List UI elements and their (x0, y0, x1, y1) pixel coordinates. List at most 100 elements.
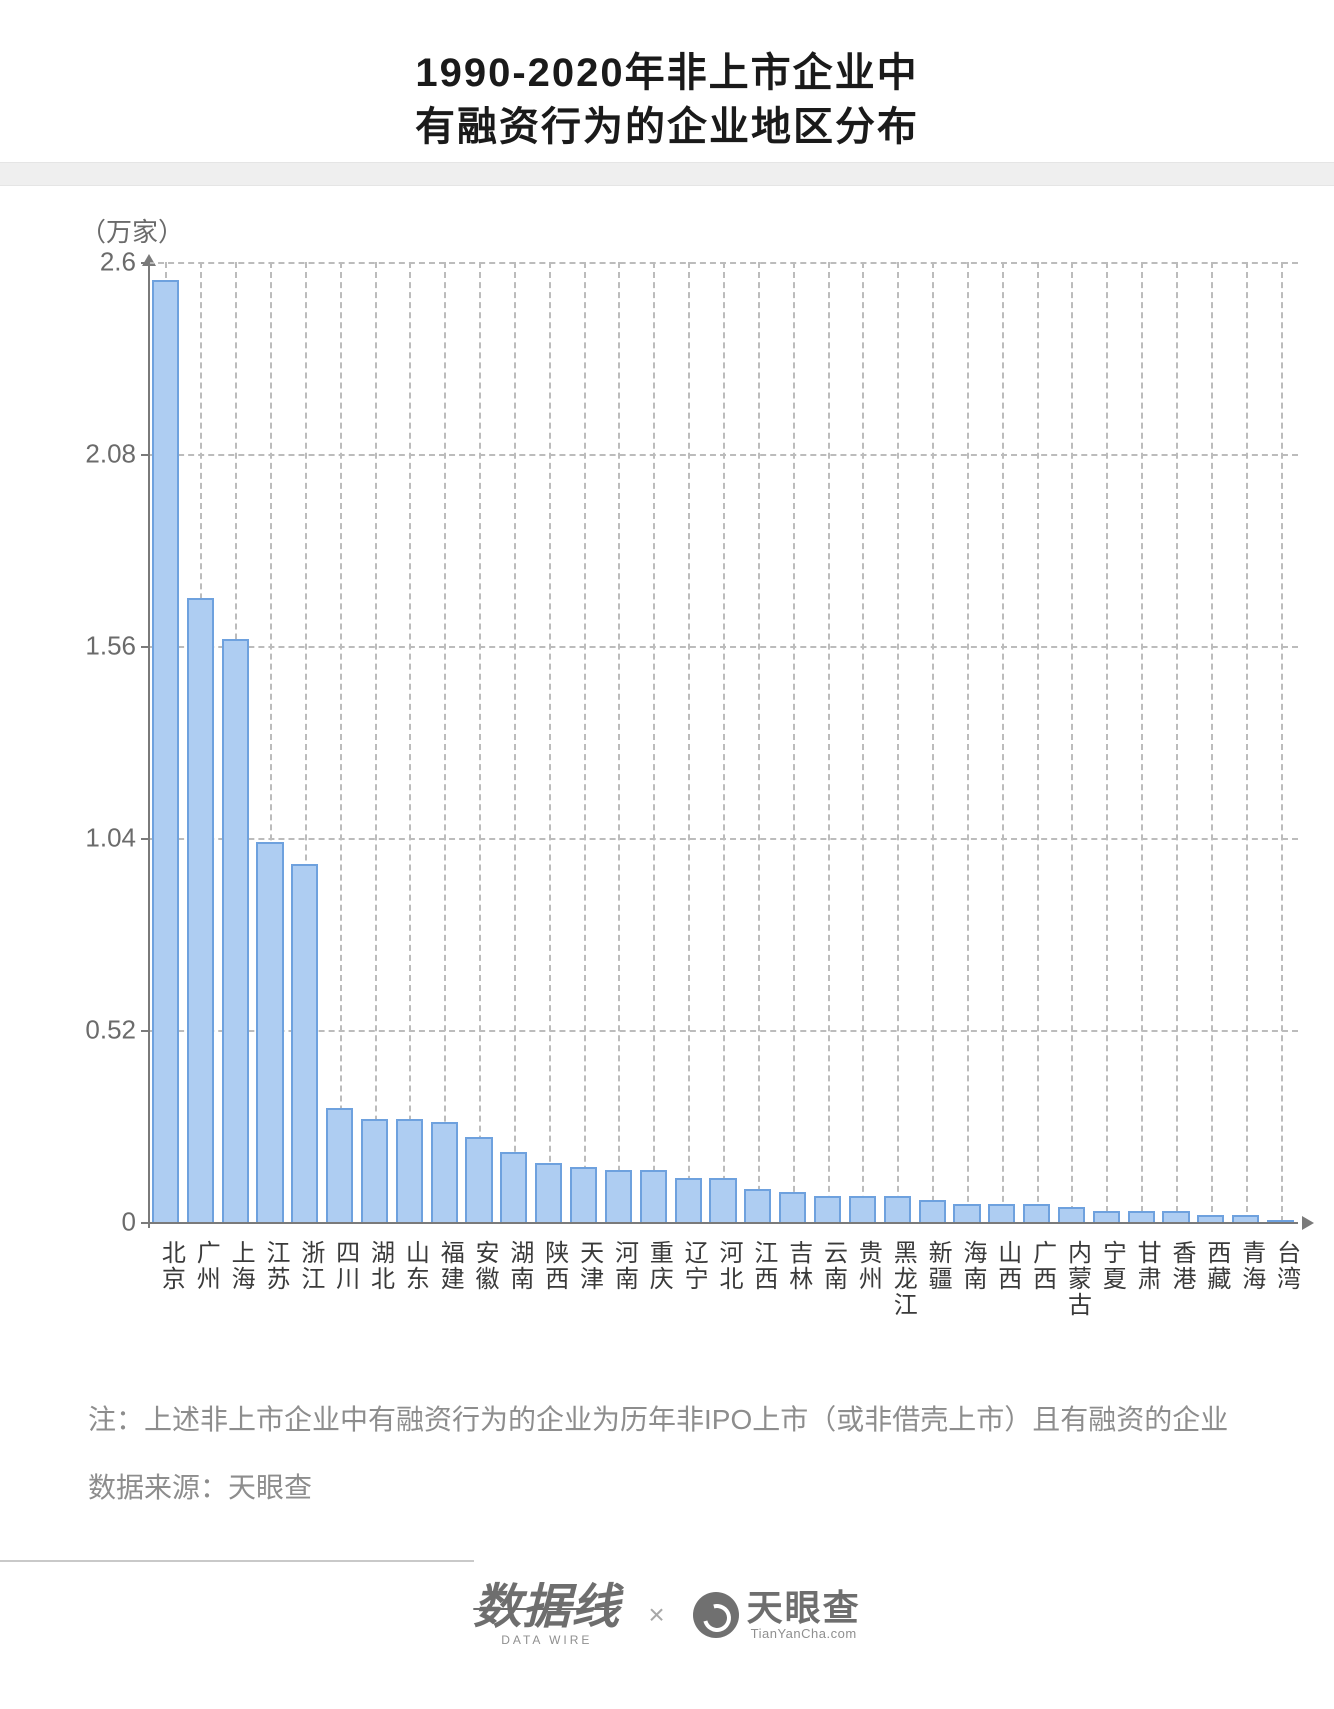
x-tick-label: 台湾 (1269, 1240, 1304, 1292)
plot-area (148, 262, 1298, 1222)
gridline-v (340, 262, 342, 1222)
gridline-v (793, 262, 795, 1222)
bar (500, 1152, 527, 1222)
bar (709, 1178, 736, 1222)
y-tick-label: 1.04 (70, 823, 136, 854)
page: 1990-2020年非上市企业中 有融资行为的企业地区分布 （万家） 00.52… (0, 0, 1334, 1709)
logo-datawire-en: DATA WIRE (501, 1634, 592, 1646)
x-tick-label: 湖北 (363, 1240, 398, 1292)
bar (1232, 1215, 1259, 1222)
x-tick-label: 重庆 (641, 1240, 676, 1292)
gridline-v (1176, 262, 1178, 1222)
bar (640, 1170, 667, 1222)
y-tick-label: 2.08 (70, 439, 136, 470)
chart-axes: 00.521.041.562.082.6北京广州上海江苏浙江四川湖北山东福建安徽… (70, 262, 1310, 1267)
bar (1058, 1207, 1085, 1222)
x-tick-label: 天津 (572, 1240, 607, 1292)
gridline-v (828, 262, 830, 1222)
gridline-v (1246, 262, 1248, 1222)
y-tick (141, 1222, 150, 1224)
y-tick-label: 0.52 (70, 1015, 136, 1046)
gridline-v (1071, 262, 1073, 1222)
x-tick-label: 上海 (223, 1240, 258, 1292)
bar (849, 1196, 876, 1222)
gridline-v (409, 262, 411, 1222)
bar (326, 1108, 353, 1222)
credits: 数据线 DATA WIRE × 天眼查 TianYanCha.com (0, 1584, 1334, 1646)
bar (744, 1189, 771, 1222)
gridline-v (1141, 262, 1143, 1222)
x-tick-label: 宁夏 (1094, 1240, 1129, 1292)
y-unit-label: （万家） (80, 212, 184, 249)
chart-notes: 注：上述非上市企业中有融资行为的企业为历年非IPO上市（或非借壳上市）且有融资的… (88, 1396, 1264, 1506)
footer-rule-right (0, 1560, 474, 1562)
note-text: 注：上述非上市企业中有融资行为的企业为历年非IPO上市（或非借壳上市）且有融资的… (88, 1396, 1264, 1444)
x-tick-label: 安徽 (467, 1240, 502, 1292)
x-tick-label: 吉林 (781, 1240, 816, 1292)
x-tick-label: 陕西 (537, 1240, 572, 1292)
x-tick-label: 北京 (153, 1240, 188, 1292)
credits-inner: 数据线 DATA WIRE × 天眼查 TianYanCha.com (473, 1584, 860, 1646)
x-tick-label: 四川 (328, 1240, 363, 1292)
x-tick-label: 江西 (746, 1240, 781, 1292)
x-tick-label: 辽宁 (676, 1240, 711, 1292)
gridline-v (375, 262, 377, 1222)
bar-chart: 00.521.041.562.082.6北京广州上海江苏浙江四川湖北山东福建安徽… (70, 262, 1310, 1267)
bar (919, 1200, 946, 1222)
logo-datawire-cn: 数据线 (473, 1584, 620, 1632)
title-band (0, 162, 1334, 186)
gridline-v (444, 262, 446, 1222)
bar (431, 1122, 458, 1222)
gridline-v (862, 262, 864, 1222)
gridline-v (584, 262, 586, 1222)
chart-title: 1990-2020年非上市企业中 有融资行为的企业地区分布 (0, 0, 1334, 154)
y-tick-label: 2.6 (70, 247, 136, 278)
bar (675, 1178, 702, 1222)
bar (605, 1170, 632, 1222)
gridline-v (967, 262, 969, 1222)
bar (222, 639, 249, 1222)
x-tick-label: 内蒙古 (1059, 1240, 1094, 1318)
x-tick-label: 浙江 (293, 1240, 328, 1292)
gridline-v (758, 262, 760, 1222)
data-source: 数据来源：天眼查 (88, 1466, 1264, 1506)
x-tick-label: 广州 (188, 1240, 223, 1292)
credits-separator: × (648, 1599, 664, 1631)
x-axis-arrow-icon (1302, 1216, 1314, 1230)
gridline-v (897, 262, 899, 1222)
globe-icon (693, 1592, 739, 1638)
gridline-v (1281, 262, 1283, 1222)
bar (779, 1192, 806, 1222)
bar (361, 1119, 388, 1222)
x-tick-label: 海南 (955, 1240, 990, 1292)
y-tick (141, 838, 150, 840)
gridline-v (549, 262, 551, 1222)
gridline-v (618, 262, 620, 1222)
x-tick-label: 河北 (711, 1240, 746, 1292)
title-line-2: 有融资行为的企业地区分布 (0, 100, 1334, 154)
gridline-v (723, 262, 725, 1222)
y-tick-label: 1.56 (70, 631, 136, 662)
gridline-v (688, 262, 690, 1222)
x-tick-label: 西藏 (1199, 1240, 1234, 1292)
bar (291, 864, 318, 1222)
y-tick (141, 646, 150, 648)
bar (1128, 1211, 1155, 1222)
bar (884, 1196, 911, 1222)
x-tick-label: 黑龙江 (885, 1240, 920, 1318)
x-tick-label: 山西 (990, 1240, 1025, 1292)
x-tick-label: 云南 (816, 1240, 851, 1292)
gridline-v (1106, 262, 1108, 1222)
gridline-v (653, 262, 655, 1222)
x-tick-label: 河南 (606, 1240, 641, 1292)
gridline-v (1211, 262, 1213, 1222)
gridline-v (1002, 262, 1004, 1222)
bar (535, 1163, 562, 1222)
logo-datawire: 数据线 DATA WIRE (473, 1584, 620, 1646)
bar (1162, 1211, 1189, 1222)
bar (1267, 1220, 1294, 1222)
bar (1023, 1204, 1050, 1222)
gridline-v (479, 262, 481, 1222)
x-tick-label: 香港 (1164, 1240, 1199, 1292)
x-tick-label: 新疆 (920, 1240, 955, 1292)
